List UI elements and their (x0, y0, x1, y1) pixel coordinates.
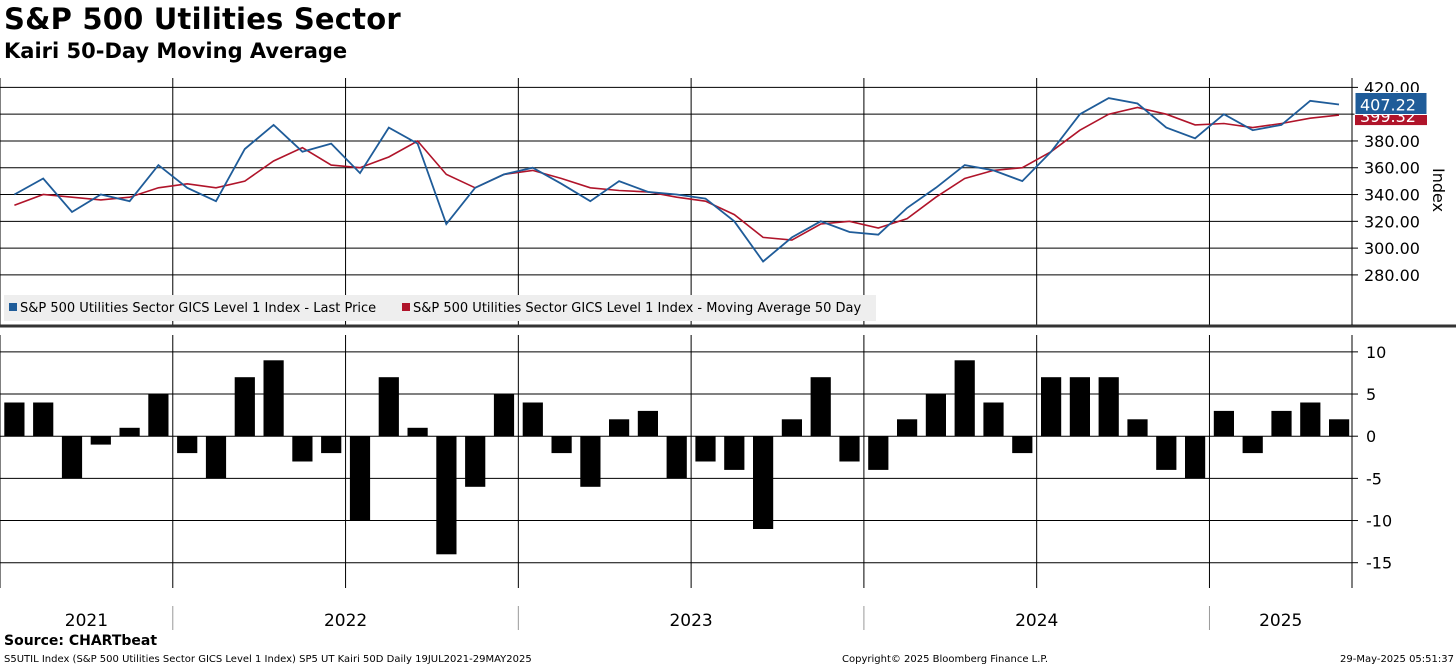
ma-series-line (14, 106, 1340, 241)
kairi-bar (1156, 436, 1177, 470)
price-last-label: 407.22 (1360, 95, 1416, 114)
upper-tick-label: 320.00 (1364, 212, 1420, 231)
kairi-bar (724, 436, 745, 470)
lower-tick-label: -15 (1366, 554, 1392, 573)
lower-y-axis: 10 5 0 -5 -10 -15 (1351, 335, 1392, 588)
kairi-bar (378, 377, 399, 437)
footer-description: S5UTIL Index (S&P 500 Utilities Sector G… (4, 654, 532, 665)
x-axis-year-labels: 2021 2022 2023 2024 2025 (65, 606, 1302, 631)
kairi-bar (465, 436, 486, 487)
kairi-bars (4, 360, 1350, 555)
kairi-bar (1242, 436, 1263, 454)
upper-tick-label: 280.00 (1364, 266, 1420, 285)
kairi-bar (493, 394, 515, 437)
legend-swatch-ma (402, 303, 410, 311)
legend-swatch-price (9, 303, 17, 311)
footer-timestamp: 29-May-2025 05:51:37 (1340, 654, 1454, 665)
kairi-bar (4, 402, 25, 437)
kairi-bar (637, 410, 658, 437)
chart-canvas: 420.00400.00380.00360.00340.00320.00300.… (0, 78, 1456, 631)
kairi-bar (1098, 377, 1119, 437)
kairi-bar (897, 419, 918, 437)
kairi-bar (580, 436, 601, 487)
kairi-bar (609, 419, 630, 437)
kairi-bar (954, 360, 975, 437)
year-label: 2024 (1015, 611, 1058, 631)
upper-tick-label: 300.00 (1364, 239, 1420, 258)
upper-tick-label: 380.00 (1364, 132, 1420, 151)
lower-tick-label: -5 (1366, 469, 1382, 488)
kairi-bar (177, 436, 198, 454)
upper-grid (0, 78, 1456, 328)
kairi-bar (321, 436, 342, 454)
legend: S&P 500 Utilities Sector GICS Level 1 In… (4, 295, 876, 321)
kairi-bar (292, 436, 313, 462)
kairi-bar (695, 436, 716, 462)
kairi-bar (868, 436, 889, 470)
lower-tick-label: 0 (1366, 427, 1376, 446)
kairi-bar (90, 436, 111, 445)
legend-label-price: S&P 500 Utilities Sector GICS Level 1 In… (20, 301, 376, 316)
kairi-bar (522, 402, 543, 437)
chart-subtitle: Kairi 50-Day Moving Average (4, 39, 348, 63)
kairi-bar (1329, 419, 1350, 437)
upper-tick-label: 340.00 (1364, 186, 1420, 205)
kairi-bar (349, 436, 371, 521)
kairi-bar (781, 419, 802, 437)
kairi-bar (61, 436, 83, 479)
kairi-bar (1213, 410, 1234, 437)
price-last-label-box (1354, 91, 1428, 115)
kairi-bar (1127, 419, 1148, 437)
kairi-bar (1185, 436, 1206, 479)
year-label: 2022 (324, 611, 367, 631)
kairi-bar (753, 436, 774, 529)
y-axis-label: Index (1429, 168, 1448, 212)
kairi-bar (983, 402, 1004, 437)
kairi-bar (1069, 377, 1090, 437)
kairi-bar (436, 436, 457, 555)
lower-tick-label: 10 (1366, 343, 1386, 362)
footer-copyright: Copyright© 2025 Bloomberg Finance L.P. (842, 654, 1049, 665)
year-label: 2025 (1259, 611, 1302, 631)
kairi-bar (407, 427, 428, 437)
kairi-bar (1271, 410, 1292, 437)
kairi-bar (1041, 377, 1062, 437)
kairi-bar (551, 436, 572, 454)
year-label: 2021 (65, 611, 108, 631)
lower-tick-label: 5 (1366, 385, 1376, 404)
kairi-bar (263, 360, 284, 437)
kairi-bar (234, 377, 255, 437)
kairi-bar (839, 436, 860, 462)
kairi-bar (119, 427, 140, 437)
kairi-bar (810, 377, 831, 437)
kairi-bar (1300, 402, 1321, 437)
kairi-bar (205, 436, 227, 479)
kairi-bar (1012, 436, 1033, 454)
price-series-line (13, 97, 1340, 263)
legend-label-ma: S&P 500 Utilities Sector GICS Level 1 In… (413, 301, 862, 316)
source-note: Source: CHARTbeat (4, 633, 158, 649)
kairi-bar (925, 394, 946, 437)
lower-tick-label: -10 (1366, 512, 1392, 531)
legend-box (4, 295, 876, 321)
chart-title: S&P 500 Utilities Sector (4, 2, 401, 36)
kairi-bar (33, 402, 54, 437)
kairi-bar (666, 436, 687, 479)
upper-tick-label: 360.00 (1364, 159, 1420, 178)
year-label: 2023 (669, 611, 712, 631)
kairi-bar (148, 394, 169, 437)
